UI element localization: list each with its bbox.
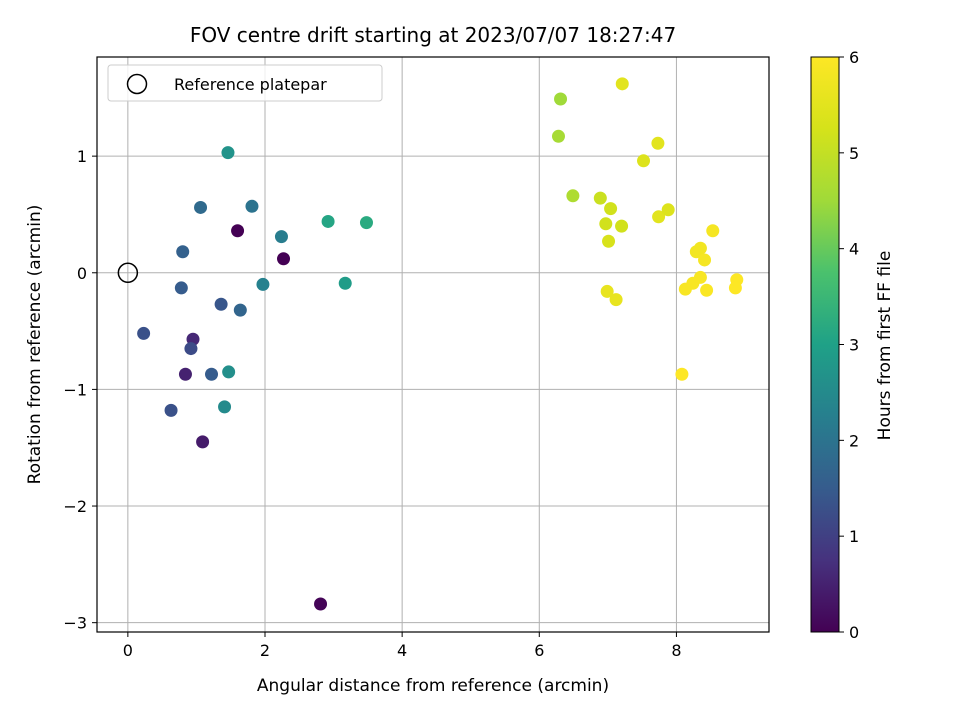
data-point bbox=[706, 224, 720, 238]
legend-label-reference: Reference platepar bbox=[174, 75, 327, 94]
x-axis-label: Angular distance from reference (arcmin) bbox=[257, 676, 609, 696]
data-point bbox=[231, 224, 245, 238]
data-point bbox=[222, 365, 236, 379]
data-point bbox=[652, 210, 666, 224]
data-point bbox=[637, 154, 651, 168]
y-axis-label: Rotation from reference (arcmin) bbox=[25, 205, 45, 485]
legend-box bbox=[107, 64, 383, 102]
y-tick-label: 0 bbox=[77, 264, 87, 283]
x-tick-label: 2 bbox=[260, 641, 270, 660]
data-point bbox=[277, 252, 291, 266]
data-point bbox=[651, 136, 665, 150]
legend-marker-reference bbox=[126, 73, 148, 95]
data-point bbox=[728, 281, 742, 295]
colorbar-tick-label: 6 bbox=[849, 48, 859, 67]
x-tick-label: 6 bbox=[534, 641, 544, 660]
data-point bbox=[593, 191, 607, 205]
data-point bbox=[609, 293, 623, 307]
colorbar-ticks: 0 1 2 3 4 5 6 bbox=[839, 48, 859, 642]
data-point bbox=[554, 92, 568, 106]
data-point bbox=[675, 367, 689, 381]
data-point bbox=[221, 146, 235, 160]
colorbar-gradient bbox=[810, 56, 840, 633]
x-tick-label: 8 bbox=[671, 641, 681, 660]
data-point bbox=[233, 303, 247, 317]
colorbar-tick-label: 5 bbox=[849, 144, 859, 163]
data-point bbox=[184, 342, 198, 356]
data-point bbox=[218, 400, 232, 414]
data-point bbox=[194, 200, 208, 214]
data-point bbox=[600, 284, 614, 298]
plot-frame bbox=[96, 56, 770, 633]
y-tick-label: 1 bbox=[77, 147, 87, 166]
data-points bbox=[117, 77, 744, 611]
data-point bbox=[137, 326, 151, 340]
grid bbox=[97, 57, 769, 632]
colorbar-tick-label: 2 bbox=[849, 431, 859, 450]
reference-platepar-marker bbox=[117, 262, 139, 284]
colorbar: 0 1 2 3 4 5 6 Hours from first FF file bbox=[810, 48, 895, 642]
y-tick-label: −3 bbox=[63, 614, 87, 633]
data-point bbox=[698, 253, 712, 267]
data-point bbox=[274, 230, 288, 244]
data-point bbox=[661, 203, 675, 217]
data-point bbox=[700, 283, 714, 297]
data-point bbox=[245, 199, 259, 213]
colorbar-tick-label: 4 bbox=[849, 240, 859, 259]
data-point bbox=[566, 189, 580, 203]
x-tick-label: 4 bbox=[397, 641, 407, 660]
data-point bbox=[256, 277, 270, 291]
y-tick-label: −2 bbox=[63, 497, 87, 516]
data-point bbox=[359, 216, 373, 230]
colorbar-tick-label: 0 bbox=[849, 623, 859, 642]
data-point bbox=[551, 129, 565, 143]
data-point bbox=[314, 597, 328, 611]
y-tick-label: −1 bbox=[63, 380, 87, 399]
colorbar-tick-label: 1 bbox=[849, 527, 859, 546]
data-point bbox=[604, 202, 618, 216]
data-point bbox=[693, 270, 707, 284]
legend: Reference platepar bbox=[107, 64, 383, 102]
data-point bbox=[599, 217, 613, 231]
data-point bbox=[615, 219, 629, 233]
data-point bbox=[176, 245, 190, 259]
data-point bbox=[338, 276, 352, 290]
data-point bbox=[693, 241, 707, 255]
data-point bbox=[174, 281, 188, 295]
data-point bbox=[321, 214, 335, 228]
data-point bbox=[615, 77, 629, 91]
data-point bbox=[196, 435, 210, 449]
data-point bbox=[602, 234, 616, 248]
data-point bbox=[205, 367, 219, 381]
data-point bbox=[164, 403, 178, 417]
axes: 0 2 4 6 8 −3 −2 −1 0 1 bbox=[63, 56, 770, 660]
colorbar-tick-label: 3 bbox=[849, 336, 859, 355]
colorbar-label: Hours from first FF file bbox=[875, 251, 895, 441]
x-tick-label: 0 bbox=[123, 641, 133, 660]
chart-title: FOV centre drift starting at 2023/07/07 … bbox=[190, 23, 676, 47]
data-point bbox=[214, 297, 228, 311]
data-point bbox=[178, 367, 192, 381]
